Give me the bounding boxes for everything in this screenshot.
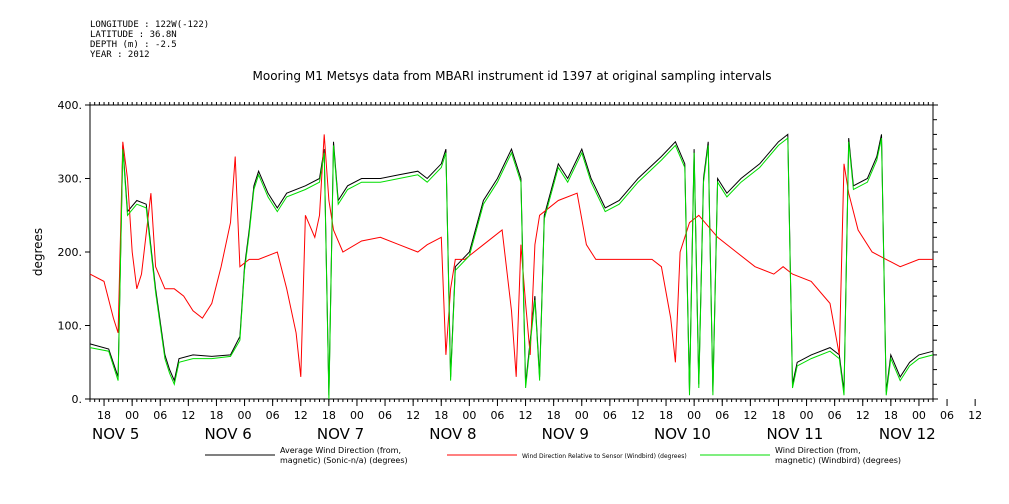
x-tick-label: 18 [659, 409, 673, 422]
x-tick-label: 06 [490, 409, 504, 422]
x-day-label: NOV 9 [542, 425, 589, 443]
x-tick-label: 12 [743, 409, 757, 422]
x-tick-label: 12 [519, 409, 533, 422]
x-tick-label: 00 [912, 409, 926, 422]
x-day-label: NOV 5 [92, 425, 139, 443]
x-day-label: NOV 7 [317, 425, 364, 443]
year-label: YEAR : 2012 [90, 50, 150, 60]
y-tick-label: 300. [58, 173, 83, 186]
longitude-label: LONGITUDE : 122W(-122) [90, 20, 210, 30]
x-tick-label: 06 [603, 409, 617, 422]
depth-label: DEPTH (m) : -2.5 [90, 40, 177, 50]
y-tick-label: 100. [58, 320, 83, 333]
x-tick-label: 12 [856, 409, 870, 422]
x-tick-label: 18 [97, 409, 111, 422]
x-tick-label: 18 [434, 409, 448, 422]
x-tick-label: 00 [125, 409, 139, 422]
latitude-label: LATITUDE : 36.8N [90, 30, 177, 40]
series-line-1 [89, 133, 934, 396]
series-line-3 [89, 137, 934, 400]
x-tick-label: 12 [406, 409, 420, 422]
x-tick-label: 00 [462, 409, 476, 422]
legend-label: Wind Direction Relative to Sensor (Windb… [522, 453, 687, 460]
x-tick-label: 06 [153, 409, 167, 422]
x-tick-label: 12 [631, 409, 645, 422]
legend: Average Wind Direction (from,magnetic) (… [205, 446, 901, 465]
x-tick-label: 18 [209, 409, 223, 422]
x-tick-label: 18 [322, 409, 336, 422]
x-day-label: NOV 12 [879, 425, 936, 443]
axes: 0. 100. 200. 300. 400. 18 00 06 12 18 00 06 12 18 00 06… [58, 99, 983, 443]
x-tick-label: 18 [771, 409, 785, 422]
x-tick-label: 06 [266, 409, 280, 422]
y-tick-label: 400. [58, 99, 83, 112]
legend-label-line2: magnetic) (Windbird) (degrees) [775, 456, 901, 465]
x-tick-label: 06 [940, 409, 954, 422]
x-tick-label: 18 [547, 409, 561, 422]
series-layer [89, 133, 934, 400]
metadata-block: LONGITUDE : 122W(-122) LATITUDE : 36.8N … [90, 20, 209, 60]
chart-title: Mooring M1 Metsys data from MBARI instru… [253, 69, 772, 83]
x-tick-label: 12 [181, 409, 195, 422]
legend-label: Wind Direction (from, [775, 446, 861, 455]
x-tick-label: 00 [238, 409, 252, 422]
series-line-2 [89, 134, 933, 377]
x-tick-label: 06 [715, 409, 729, 422]
x-day-label: NOV 10 [654, 425, 711, 443]
x-day-label: NOV 6 [204, 425, 251, 443]
y-axis-label: degrees [31, 228, 45, 276]
x-day-label: NOV 8 [429, 425, 476, 443]
x-tick-label: 00 [350, 409, 364, 422]
x-tick-label: 06 [828, 409, 842, 422]
x-tick-label: 18 [884, 409, 898, 422]
x-day-label: NOV 11 [766, 425, 823, 443]
legend-label-line2: magnetic) (Sonic-n/a) (degrees) [280, 456, 408, 465]
x-tick-label: 00 [800, 409, 814, 422]
y-tick-label: 200. [58, 246, 83, 259]
y-tick-label: 0. [72, 393, 83, 406]
x-tick-label: 00 [687, 409, 701, 422]
x-tick-label: 12 [968, 409, 982, 422]
x-tick-label: 06 [378, 409, 392, 422]
x-tick-label: 00 [575, 409, 589, 422]
legend-label: Average Wind Direction (from, [280, 446, 401, 455]
x-tick-label: 12 [294, 409, 308, 422]
